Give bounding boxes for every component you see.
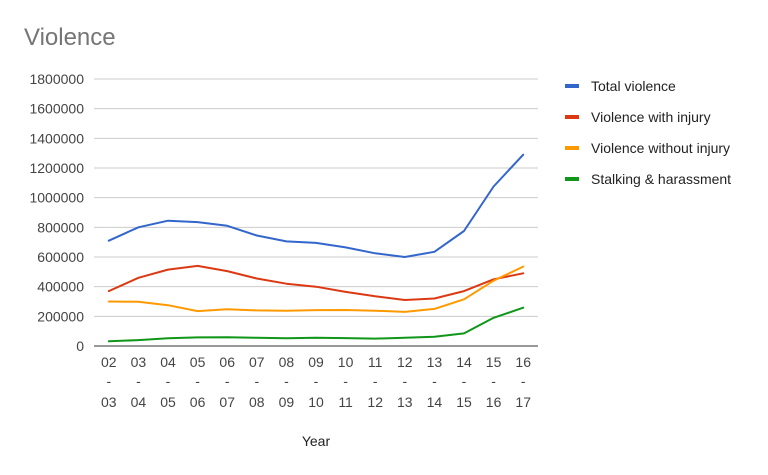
- x-tick-label-bottom: 12: [367, 394, 383, 410]
- x-tick-label-bottom: 13: [397, 394, 413, 410]
- x-tick-label-bottom: 10: [308, 394, 324, 410]
- x-tick-separator: -: [166, 373, 171, 389]
- x-tick-label-bottom: 04: [131, 394, 147, 410]
- x-tick-label-top: 15: [486, 354, 502, 370]
- legend-label: Total violence: [591, 77, 676, 94]
- x-tick-label-top: 05: [190, 354, 206, 370]
- x-tick-label-top: 10: [338, 354, 354, 370]
- y-tick-label: 800000: [37, 219, 84, 235]
- x-tick-separator: -: [521, 373, 526, 389]
- x-tick-label-bottom: 09: [279, 394, 295, 410]
- x-tick-label-top: 06: [219, 354, 235, 370]
- x-tick-label-top: 07: [249, 354, 265, 370]
- legend-swatch: [565, 83, 579, 88]
- x-tick-label-top: 02: [101, 354, 117, 370]
- x-tick-label-bottom: 05: [160, 394, 176, 410]
- x-tick-separator: -: [491, 373, 496, 389]
- legend-label: Violence without injury: [591, 139, 731, 156]
- legend-item-2: Violence with injury: [565, 101, 731, 132]
- legend-item-1: Total violence: [565, 70, 731, 101]
- x-tick-separator: -: [225, 373, 230, 389]
- x-tick-label-top: 03: [131, 354, 147, 370]
- x-tick-separator: -: [254, 373, 259, 389]
- x-tick-label-bottom: 17: [515, 394, 531, 410]
- x-tick-separator: -: [314, 373, 319, 389]
- x-tick-separator: -: [373, 373, 378, 389]
- x-tick-separator: -: [462, 373, 467, 389]
- chart-legend: Total violence Violence with injury Violen…: [565, 70, 731, 194]
- x-tick-separator: -: [402, 373, 407, 389]
- legend-swatch: [565, 176, 579, 181]
- x-tick-label-top: 12: [397, 354, 413, 370]
- series-line-2: [107, 264, 525, 301]
- y-tick-label: 1000000: [29, 190, 84, 206]
- x-tick-label-top: 04: [160, 354, 176, 370]
- legend-label: Stalking & harassment: [591, 170, 732, 187]
- x-tick-label-bottom: 15: [456, 394, 472, 410]
- y-tick-label: 1400000: [29, 130, 84, 146]
- legend-swatch: [565, 145, 579, 150]
- legend-item-3: Violence without injury: [565, 132, 731, 163]
- x-tick-label-top: 08: [279, 354, 295, 370]
- x-tick-label-bottom: 08: [249, 394, 265, 410]
- x-tick-label-bottom: 03: [101, 394, 117, 410]
- y-tick-label: 1200000: [29, 160, 84, 176]
- x-tick-label-bottom: 16: [486, 394, 502, 410]
- y-tick-label: 600000: [37, 249, 84, 265]
- x-tick-label-bottom: 14: [427, 394, 443, 410]
- legend-label: Violence with injury: [591, 108, 711, 125]
- series-line-3: [107, 265, 525, 313]
- x-tick-label-top: 14: [456, 354, 472, 370]
- y-tick-label: 1600000: [29, 101, 84, 117]
- x-tick-separator: -: [284, 373, 289, 389]
- y-tick-label: 0: [76, 338, 84, 354]
- x-tick-label-top: 13: [427, 354, 443, 370]
- x-tick-label-top: 16: [515, 354, 531, 370]
- x-tick-label-top: 09: [308, 354, 324, 370]
- x-tick-label-bottom: 11: [338, 394, 353, 410]
- x-tick-label-bottom: 06: [190, 394, 206, 410]
- x-tick-separator: -: [195, 373, 200, 389]
- x-tick-label-bottom: 07: [219, 394, 235, 410]
- series-line-1: [107, 153, 525, 258]
- x-tick-separator: -: [136, 373, 141, 389]
- x-tick-separator: -: [432, 373, 437, 389]
- y-tick-label: 1800000: [29, 71, 84, 87]
- series-line-4: [107, 306, 525, 343]
- x-tick-label-top: 11: [368, 354, 383, 370]
- chart-title: Violence: [24, 24, 116, 51]
- y-tick-label: 200000: [37, 308, 84, 324]
- x-axis-title: Year: [302, 433, 331, 449]
- legend-item-4: Stalking & harassment: [565, 163, 731, 194]
- legend-swatch: [565, 114, 579, 119]
- x-tick-separator: -: [106, 373, 111, 389]
- y-tick-label: 400000: [37, 279, 84, 295]
- x-tick-separator: -: [343, 373, 348, 389]
